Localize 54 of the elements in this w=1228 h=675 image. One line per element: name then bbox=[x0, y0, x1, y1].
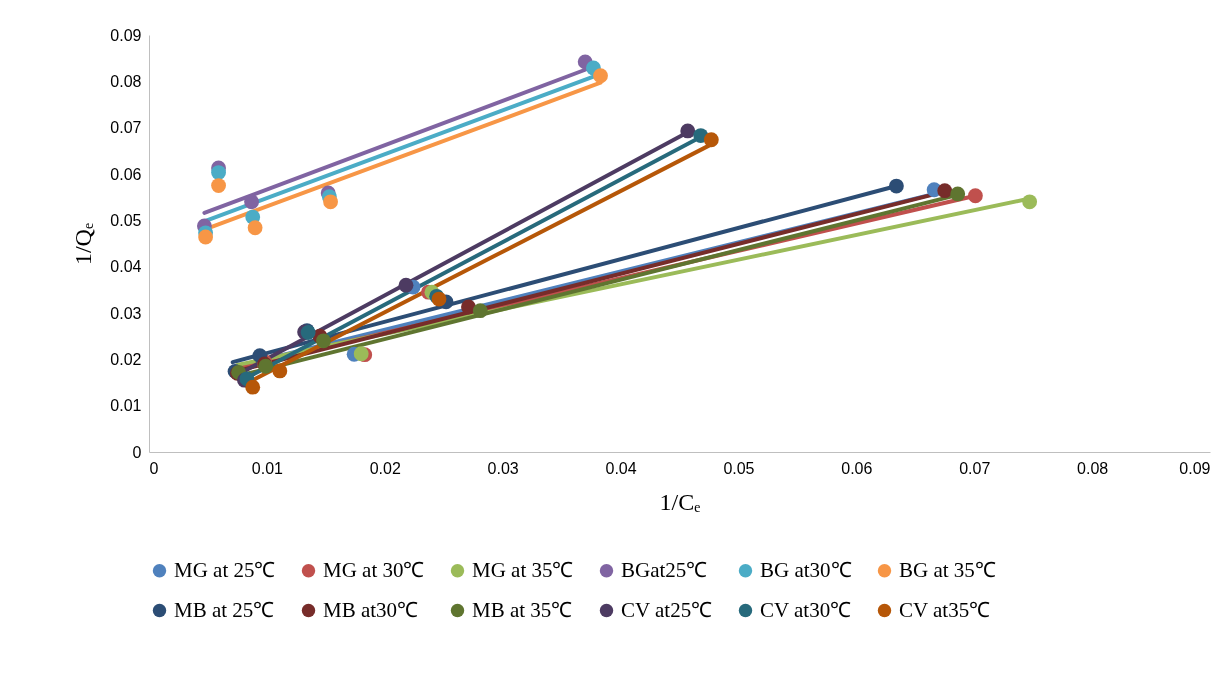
legend-label: BG at30℃ bbox=[760, 557, 852, 582]
point bbox=[323, 194, 338, 210]
y-tick-label: 0 bbox=[132, 443, 142, 461]
x-tick-label: 0.05 bbox=[723, 459, 755, 477]
x-axis-title: 1/Cₑ bbox=[659, 488, 701, 515]
point bbox=[353, 346, 369, 362]
point bbox=[244, 194, 259, 210]
point bbox=[472, 303, 488, 319]
point bbox=[211, 178, 226, 193]
x-tick-label: 0.08 bbox=[1077, 459, 1109, 477]
point bbox=[703, 132, 719, 148]
x-tick-label: 0 bbox=[149, 459, 159, 477]
point bbox=[967, 188, 983, 204]
legend-label: MG at 30℃ bbox=[323, 557, 425, 582]
x-tick-label: 0.02 bbox=[369, 459, 401, 477]
point bbox=[398, 277, 414, 293]
legend-label: BG at 35℃ bbox=[899, 557, 996, 582]
x-tick-label: 0.07 bbox=[959, 459, 991, 477]
legend-label: CV at30℃ bbox=[760, 597, 852, 622]
point bbox=[245, 379, 261, 395]
point bbox=[316, 333, 331, 349]
y-tick-label: 0.09 bbox=[110, 26, 142, 44]
point bbox=[198, 229, 213, 245]
point bbox=[680, 123, 696, 139]
point bbox=[272, 363, 288, 379]
y-tick-label: 0.07 bbox=[110, 119, 142, 137]
y-tick-label: 0.08 bbox=[110, 72, 142, 90]
x-tick-label: 0.09 bbox=[1179, 459, 1211, 477]
point bbox=[247, 220, 263, 236]
legend-label: BGat25℃ bbox=[621, 557, 708, 582]
x-tick-label: 0.01 bbox=[251, 459, 284, 477]
legend-label: CV at25℃ bbox=[621, 597, 713, 622]
x-tick-label: 0.03 bbox=[487, 459, 519, 477]
y-tick-label: 0.04 bbox=[110, 258, 142, 276]
y-tick-label: 0.05 bbox=[110, 211, 142, 229]
legend-label: MB at 35℃ bbox=[472, 597, 573, 622]
legend-label: MB at 25℃ bbox=[174, 597, 275, 622]
point bbox=[889, 178, 904, 194]
legend-label: CV at35℃ bbox=[899, 597, 991, 622]
x-tick-label: 0.04 bbox=[605, 459, 637, 477]
point bbox=[950, 186, 966, 202]
legend-label: MG at 25℃ bbox=[174, 557, 276, 582]
y-axis-title: 1/Qₑ bbox=[70, 222, 97, 266]
legend-label: MG at 35℃ bbox=[472, 557, 574, 582]
point bbox=[593, 68, 608, 84]
legend-label: MB at30℃ bbox=[323, 597, 419, 622]
x-tick-label: 0.06 bbox=[841, 459, 873, 477]
point bbox=[211, 165, 226, 181]
point bbox=[1022, 194, 1038, 210]
point bbox=[937, 183, 953, 199]
y-tick-label: 0.06 bbox=[110, 165, 142, 183]
y-tick-label: 0.01 bbox=[110, 397, 142, 415]
y-tick-label: 0.03 bbox=[110, 304, 142, 322]
y-tick-label: 0.02 bbox=[110, 350, 142, 368]
